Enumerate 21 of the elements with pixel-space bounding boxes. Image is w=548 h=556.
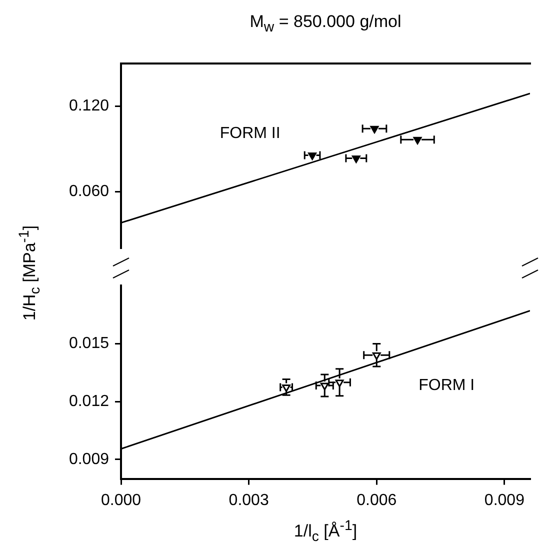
chart-title: M$_{w}$ = 850.000 g/mol [248,12,402,36]
text: FORM I [418,376,475,394]
point [282,384,291,392]
x-tick-label: 0.003 [228,492,269,509]
point [372,352,381,360]
x-axis-title: 1/l$_{c}$ [Å$^{-1}$] [292,518,358,546]
point [370,126,379,134]
point [335,380,344,388]
x-tick-label: 0.009 [484,492,525,509]
point [320,382,329,390]
series-label: FORM II [220,124,280,142]
y-tick-label: 0.015 [68,334,110,352]
point [352,156,360,164]
y-tick-label: 0.120 [68,98,110,115]
point [413,136,422,144]
x-tick-label: 0.000 [100,492,142,509]
y-tick-label: 0.009 [68,450,110,468]
y-tick-label: 0.012 [68,392,110,410]
point [308,152,317,160]
y-tick-label: 0.060 [68,182,110,200]
x-tick-label: 0.006 [356,492,397,509]
